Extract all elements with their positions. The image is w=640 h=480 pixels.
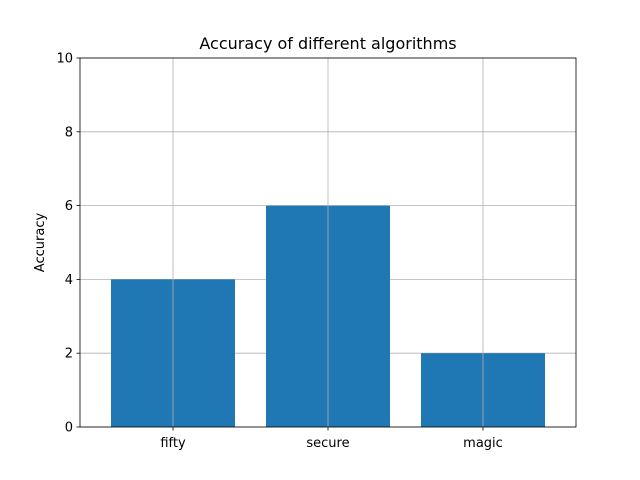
x-axis-ticks: fifty secure magic	[160, 427, 503, 451]
y-axis-label: Accuracy	[33, 213, 48, 273]
y-tick-label: 2	[65, 347, 73, 362]
x-tick-label: secure	[306, 436, 349, 451]
chart-title: Accuracy of different algorithms	[199, 34, 456, 53]
x-grid	[172, 58, 484, 427]
x-tick-label: fifty	[160, 436, 186, 451]
y-tick-label: 4	[65, 273, 73, 288]
y-tick-label: 10	[56, 52, 73, 67]
y-tick-label: 8	[65, 125, 73, 140]
y-axis-ticks: 0 2 4 6 8 10	[56, 52, 80, 436]
y-tick-label: 6	[65, 199, 73, 214]
y-tick-label: 0	[65, 421, 73, 436]
x-tick-label: magic	[463, 436, 503, 451]
